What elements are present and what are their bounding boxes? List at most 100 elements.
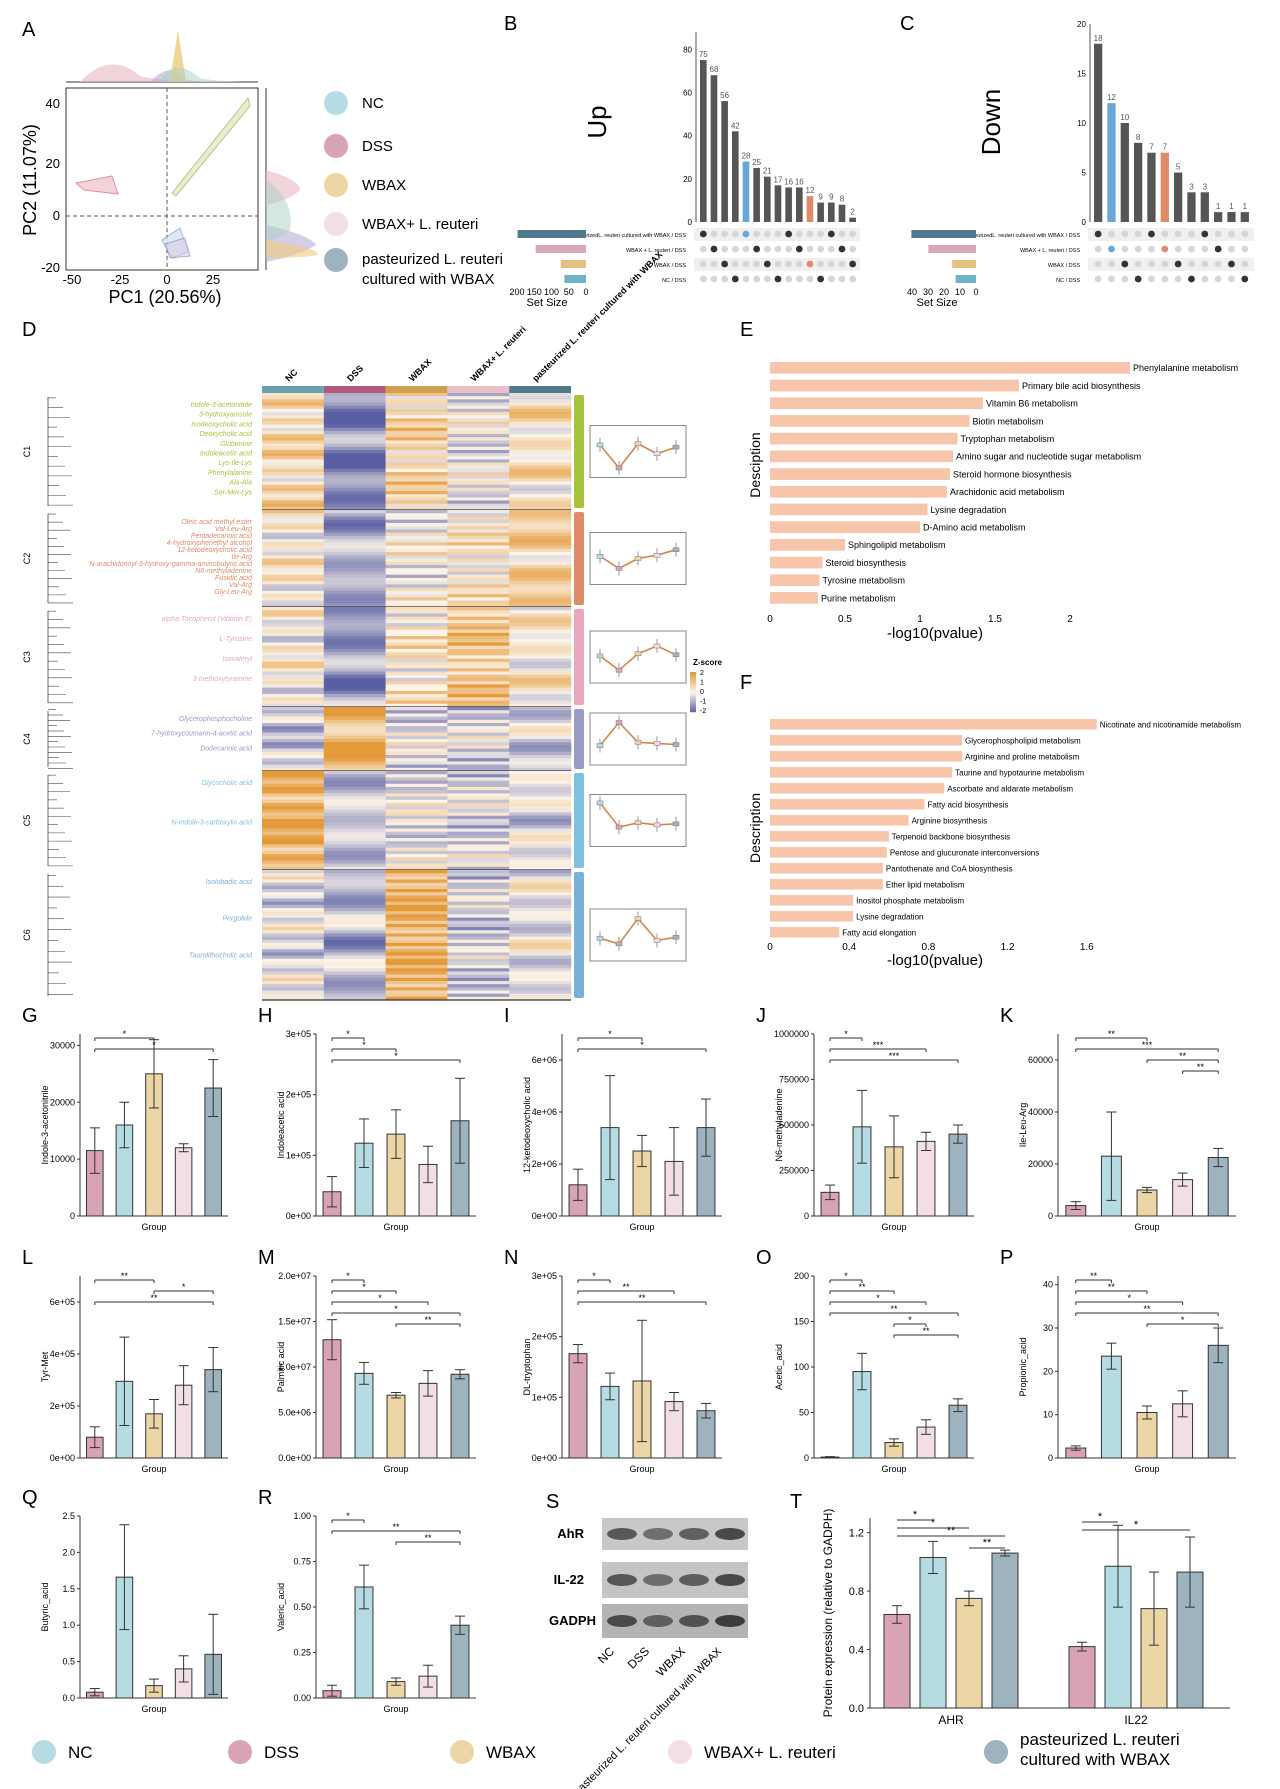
heatmap-cell xyxy=(262,974,325,979)
metabolite-label: Pergolide xyxy=(222,916,252,923)
heatmap-cell xyxy=(262,600,325,605)
heatmap-cell xyxy=(385,456,448,460)
y-tick: 0.25 xyxy=(293,1648,311,1658)
sig-label: ** xyxy=(1108,1282,1116,1292)
y-label: Protein expression (relative to GADPH) xyxy=(821,1509,835,1718)
cluster-bar xyxy=(574,609,584,705)
heatmap-cell xyxy=(323,668,386,672)
bar xyxy=(450,1373,470,1459)
heatmap-cell xyxy=(385,726,448,730)
panel-a: A 40 20 0 -20 -50 -25 0 xyxy=(20,19,503,307)
heatmap-cell xyxy=(509,806,572,810)
heatmap-cell xyxy=(262,703,325,708)
pca-ylabel: PC2 (11.07%) xyxy=(20,124,40,236)
heatmap-cell xyxy=(385,780,448,785)
heatmap-cell xyxy=(447,790,510,794)
zscore-tick: -1 xyxy=(700,699,706,706)
matrix-dot xyxy=(1134,230,1142,238)
heatmap-cell xyxy=(447,818,510,823)
pathway-bar xyxy=(770,927,840,938)
heatmap-cell xyxy=(509,564,572,569)
heatmap-cell xyxy=(509,854,572,858)
heatmap-cell xyxy=(323,968,386,972)
heatmap-cell xyxy=(262,674,325,679)
trend-point xyxy=(615,941,623,947)
upset-bar-label: 68 xyxy=(710,65,719,74)
y-tick: 6e+05 xyxy=(50,1297,75,1307)
blot-band xyxy=(715,1528,745,1540)
heatmap-cell xyxy=(447,497,510,501)
pathway-label: Nicotinate and nicotinamide metabolism xyxy=(1100,720,1242,729)
matrix-dot xyxy=(1228,230,1235,238)
heatmap-cell xyxy=(323,694,386,698)
set-size-tick: 30 xyxy=(923,287,933,297)
heatmap-cell xyxy=(262,626,325,630)
heatmap-cell xyxy=(262,892,325,896)
heatmap-cell xyxy=(447,908,510,912)
heatmap-cell xyxy=(262,885,325,890)
heatmap-cell xyxy=(509,898,572,903)
heatmap-cell xyxy=(323,990,386,994)
sig-label: ** xyxy=(392,1522,400,1532)
pathway-bar xyxy=(770,735,963,746)
trend-point xyxy=(634,556,642,561)
heatmap-cell xyxy=(262,806,325,810)
zscore-bar xyxy=(690,701,696,703)
trend-point xyxy=(653,822,661,828)
heatmap-cell xyxy=(262,396,325,400)
heatmap-cell xyxy=(385,440,448,444)
matrix-dot xyxy=(1094,275,1102,283)
heatmap-cell xyxy=(447,529,510,533)
heatmap-cell xyxy=(262,506,325,511)
heatmap-cell xyxy=(323,684,386,688)
heatmap-cell xyxy=(323,513,386,517)
heatmap-cell xyxy=(385,564,448,569)
panel-m: M0.0e+005.0e+061.0e+071.5e+072.0e+07Palm… xyxy=(258,1247,476,1474)
set-size-bar xyxy=(952,260,976,268)
metabolite-label: Isovaleryl xyxy=(222,656,252,663)
heatmap-cell xyxy=(509,732,572,737)
heatmap-cell xyxy=(323,802,386,807)
heatmap-cell xyxy=(509,402,572,406)
heatmap-cell xyxy=(447,542,510,546)
zscore-bar xyxy=(690,708,696,710)
blot-band xyxy=(715,1615,745,1627)
heatmap-cell xyxy=(323,834,386,839)
heatmap-cell xyxy=(385,577,448,582)
metabolite-label: N6-methyladenine xyxy=(195,568,252,575)
blot-lane-label: WBAX xyxy=(653,1644,688,1679)
heatmap-cell xyxy=(447,745,510,749)
matrix-dot xyxy=(849,260,857,268)
zscore-bar xyxy=(690,672,696,674)
heatmap-cell xyxy=(323,639,386,643)
tick: 0 xyxy=(53,208,60,223)
upset-bar xyxy=(753,168,760,222)
heatmap-cell xyxy=(262,990,325,994)
heatmap-cell xyxy=(323,697,386,701)
pathway-bar xyxy=(770,379,1019,392)
heatmap-cell xyxy=(323,415,386,419)
heatmap-cell xyxy=(509,707,572,711)
heatmap-cell xyxy=(509,993,572,998)
heatmap-cell xyxy=(385,719,448,724)
heatmap-cell xyxy=(447,532,510,537)
heatmap-cell xyxy=(385,707,448,711)
heatmap-cell xyxy=(385,668,448,672)
trend-box xyxy=(589,908,687,962)
heatmap-cell xyxy=(385,415,448,419)
heatmap-cell xyxy=(262,987,325,991)
heatmap-cell xyxy=(447,933,510,937)
heatmap-cell xyxy=(323,408,386,413)
trend-box xyxy=(589,630,687,684)
heatmap-cell xyxy=(509,735,572,740)
matrix-dot xyxy=(1161,275,1169,283)
heatmap-cell xyxy=(447,889,510,893)
heatmap-cell xyxy=(447,607,510,611)
upset-title: Up xyxy=(582,105,612,138)
cluster-label: C1 xyxy=(22,446,32,458)
heatmap-cell xyxy=(385,590,448,595)
heatmap-cell xyxy=(509,468,572,473)
heatmap-cell xyxy=(323,590,386,595)
heatmap-cell xyxy=(447,555,510,559)
